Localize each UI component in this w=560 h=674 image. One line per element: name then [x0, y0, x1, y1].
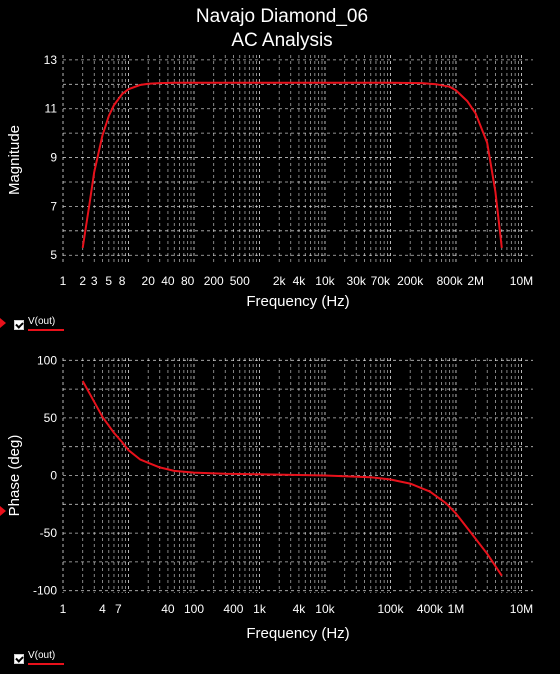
legend-swatch — [28, 329, 64, 331]
x-tick-label: 5 — [105, 274, 112, 288]
x-tick-label: 200 — [204, 274, 224, 288]
y-tick-label: 5 — [50, 248, 57, 262]
x-tick-label: 4k — [293, 274, 307, 288]
x-tick-label: 1M — [448, 602, 465, 616]
y-tick-label: 50 — [44, 411, 58, 425]
chart-title-line2: AC Analysis — [231, 30, 332, 51]
x-tick-label: 2M — [467, 274, 484, 288]
x-tick-label: 1 — [60, 274, 67, 288]
x-tick-label: 100 — [184, 602, 204, 616]
x-tick-label: 2k — [273, 274, 287, 288]
x-tick-label: 100k — [377, 602, 404, 616]
x-tick-label: 40 — [161, 602, 175, 616]
x-tick-label: 4k — [293, 602, 307, 616]
x-tick-label: 20 — [142, 274, 156, 288]
x-tick-label: 200k — [397, 274, 424, 288]
legend-swatch — [28, 663, 64, 665]
x-tick-label: 2 — [79, 274, 86, 288]
x-tick-label: 10k — [315, 274, 335, 288]
checkbox-icon[interactable] — [14, 320, 24, 331]
checkbox-icon[interactable] — [14, 654, 24, 665]
x-tick-label: 1 — [60, 602, 67, 616]
y-tick-label: 100 — [37, 353, 57, 367]
legend-magnitude[interactable]: V(out) — [14, 316, 64, 331]
chart-title-line1: Navajo Diamond_06 — [196, 6, 368, 27]
y-tick-label: 11 — [45, 102, 58, 116]
y-tick-label: 9 — [50, 151, 57, 165]
x-tick-label: 10M — [510, 274, 533, 288]
series-line-vout — [81, 380, 503, 577]
x-tick-label: 8 — [119, 274, 126, 288]
legend-label: V(out) — [28, 650, 56, 661]
x-tick-label: 4 — [99, 602, 106, 616]
x-tick-label: 800k — [437, 274, 464, 288]
x-tick-label: 1k — [253, 602, 267, 616]
y-tick-label: -50 — [40, 526, 58, 540]
y-tick-label: -100 — [33, 584, 57, 598]
x-tick-label: 7 — [115, 602, 122, 616]
x-tick-label: 10k — [315, 602, 335, 616]
y-axis-label: Phase (deg) — [6, 435, 23, 517]
x-tick-label: 40 — [161, 274, 175, 288]
x-tick-label: 400k — [417, 602, 444, 616]
legend-label: V(out) — [28, 316, 56, 327]
x-tick-label: 30k — [347, 274, 367, 288]
legend-phase[interactable]: V(out) — [14, 650, 64, 665]
x-tick-label: 500 — [230, 274, 250, 288]
x-tick-label: 80 — [181, 274, 195, 288]
x-tick-label: 3 — [91, 274, 98, 288]
grid — [62, 55, 533, 265]
y-tick-label: 7 — [50, 199, 57, 213]
x-tick-label: 10M — [510, 602, 533, 616]
x-tick-label: 70k — [371, 274, 391, 288]
cursor-marker-icon[interactable] — [0, 318, 6, 328]
x-axis-label: Frequency (Hz) — [246, 293, 349, 310]
y-axis-label: Magnitude — [6, 125, 23, 195]
x-axis-label: Frequency (Hz) — [246, 625, 349, 642]
x-tick-label: 400 — [223, 602, 243, 616]
y-tick-label: 0 — [50, 469, 57, 483]
cursor-marker-icon[interactable] — [0, 506, 6, 516]
series-line-vout — [81, 81, 503, 249]
y-tick-label: 13 — [44, 53, 58, 67]
